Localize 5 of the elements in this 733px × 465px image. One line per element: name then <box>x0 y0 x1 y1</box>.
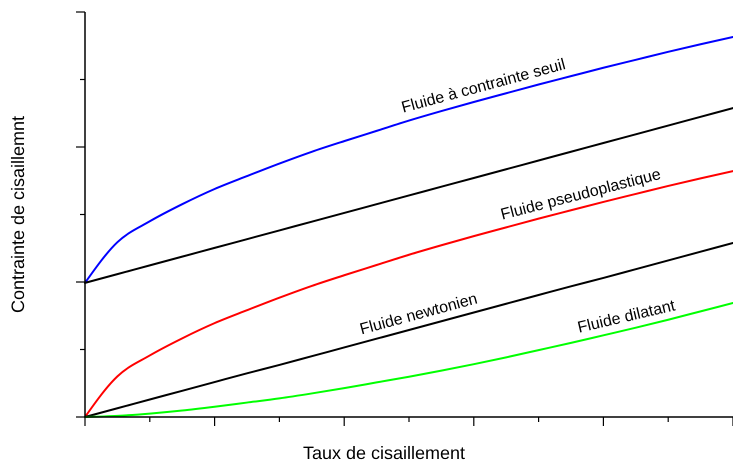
x-axis-title: Taux de cisaillement <box>302 443 466 463</box>
text: Fluide newtonien <box>358 290 480 338</box>
y-axis-title: Contrainte de cisaillemnt <box>8 116 28 314</box>
text: Fluide dilatant <box>576 297 678 337</box>
text: Fluide à contrainte seuil <box>400 56 568 117</box>
